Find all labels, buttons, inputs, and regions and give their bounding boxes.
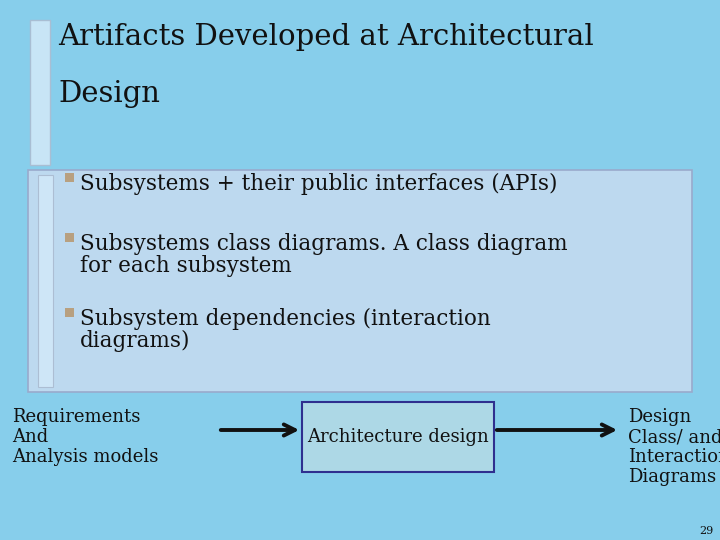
Bar [65, 233, 74, 242]
Text: for each subsystem: for each subsystem [80, 255, 292, 277]
Text: Design: Design [628, 408, 691, 426]
Text: Subsystems class diagrams. A class diagram: Subsystems class diagrams. A class diagr… [80, 233, 567, 255]
Bar [65, 308, 74, 317]
Text: Analysis models: Analysis models [12, 448, 158, 466]
Text: diagrams): diagrams) [80, 330, 191, 352]
Text: Artifacts Developed at Architectural: Artifacts Developed at Architectural [58, 23, 594, 51]
Text: Class/ and: Class/ and [628, 428, 720, 446]
Text: And: And [12, 428, 48, 446]
Bar [28, 170, 692, 392]
Text: Interaction: Interaction [628, 448, 720, 466]
Text: Subsystem dependencies (interaction: Subsystem dependencies (interaction [80, 308, 491, 330]
Text: Requirements: Requirements [12, 408, 140, 426]
Text: Diagrams: Diagrams [628, 468, 716, 486]
Text: Architecture design: Architecture design [307, 428, 489, 446]
Text: 29: 29 [700, 526, 714, 536]
Bar [302, 402, 494, 472]
Text: Design: Design [58, 80, 160, 108]
Text: Subsystems + their public interfaces (APIs): Subsystems + their public interfaces (AP… [80, 173, 557, 195]
Bar [65, 173, 74, 182]
Bar [30, 20, 50, 165]
Bar [38, 175, 53, 387]
